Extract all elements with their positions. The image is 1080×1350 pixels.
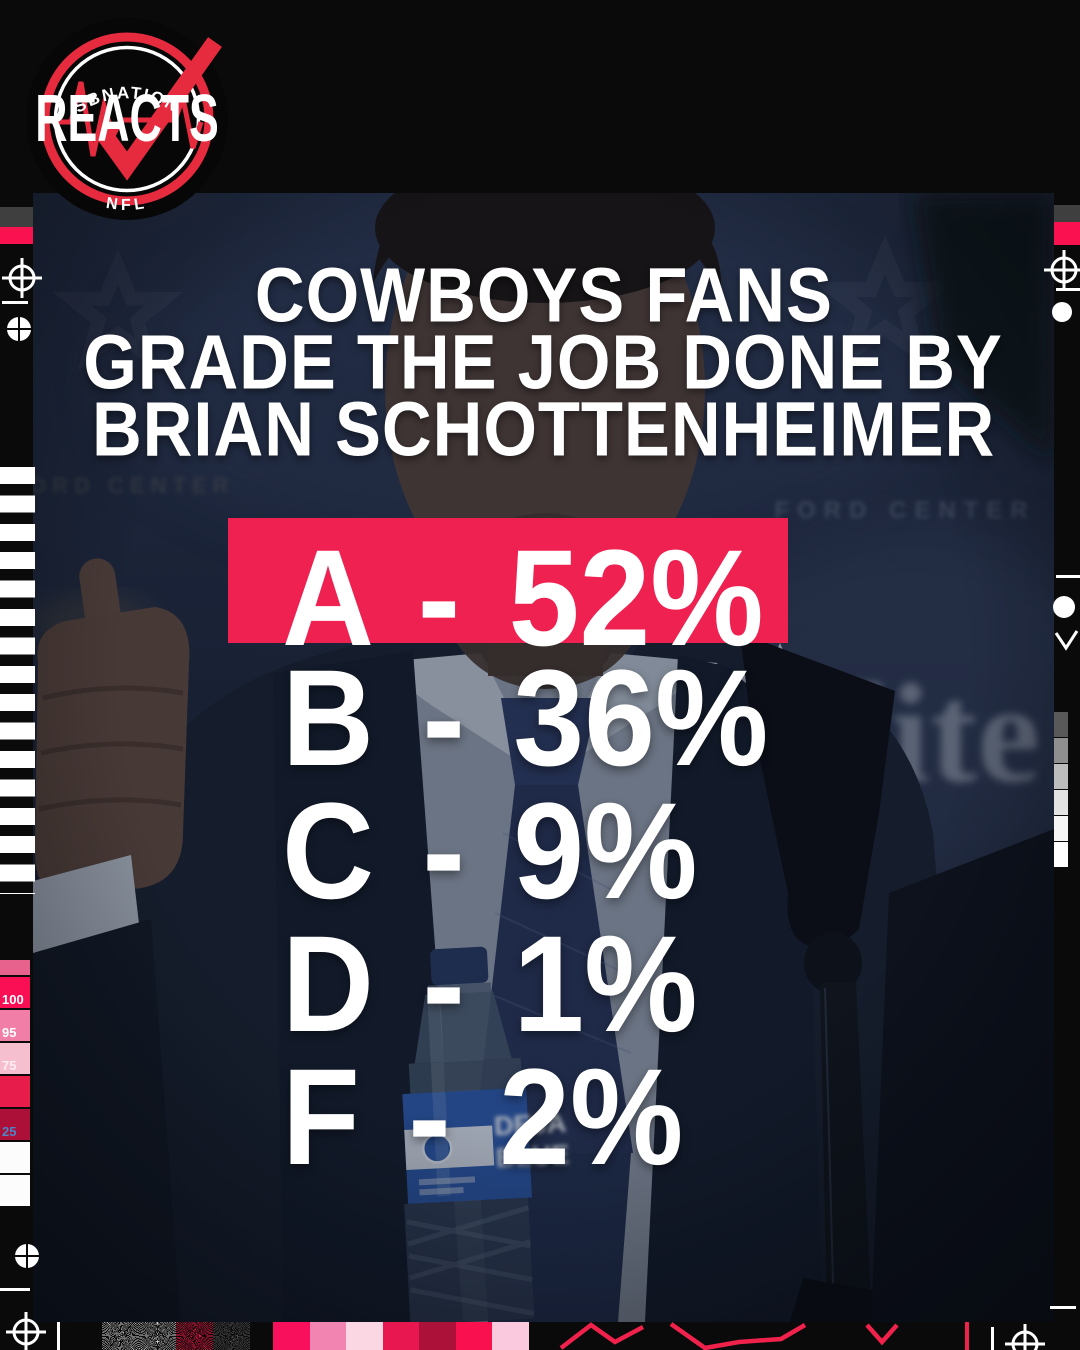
grade-letter: C (282, 775, 375, 928)
grade-row: A - 52% (282, 530, 800, 667)
registration-crosshair-icon (1044, 250, 1080, 290)
grade-value: 52% (508, 522, 764, 675)
headline-line-2: GRADE THE JOB DONE BY (83, 320, 1004, 406)
calibration-ladder (0, 467, 35, 894)
grayscale-swatch (1054, 816, 1068, 841)
calibration-bar-gray (1054, 205, 1080, 222)
registration-dot-icon (14, 1243, 40, 1269)
grade-row: B - 36% (282, 650, 805, 787)
tint-bar (0, 960, 30, 975)
registration-dot-icon (6, 316, 32, 342)
color-swatch: 95 (0, 1010, 30, 1041)
color-swatch (273, 1322, 310, 1350)
grade-dash: - (422, 908, 465, 1061)
color-swatch (0, 1175, 30, 1206)
grade-letter: D (282, 908, 375, 1061)
ink-density-swatches: 100 95 75 25 (0, 977, 30, 1206)
grade-row: F - 2% (282, 1049, 713, 1186)
grade-letter: A (282, 522, 370, 675)
swatch-label: 100 (2, 992, 24, 1007)
color-swatch (346, 1322, 383, 1350)
grade-value: 2% (499, 1041, 684, 1194)
registration-dot-icon (1053, 596, 1075, 618)
highlight-bar: A - 52% (228, 518, 788, 667)
grayscale-ramp (1054, 712, 1068, 867)
headline: COWBOYS FANS GRADE THE JOB DONE BY BRIAN… (33, 253, 1054, 469)
grade-dash: - (422, 642, 465, 795)
headline-line-3: BRIAN SCHOTTENHEIMER (91, 387, 996, 473)
grayscale-swatch (1054, 790, 1068, 815)
swatch-label: 95 (2, 1025, 17, 1040)
grayscale-swatch (1054, 712, 1068, 737)
grade-value: 9% (513, 775, 698, 928)
grayscale-swatch (1054, 738, 1068, 763)
logo-white-ring (53, 45, 201, 193)
starburst-icon (176, 1322, 213, 1350)
grade-dash: - (408, 1041, 451, 1194)
calibration-bar-gray (0, 207, 33, 227)
color-swatch (455, 1322, 492, 1350)
color-swatch: 100 (0, 977, 30, 1008)
signal-zigzag-icon (559, 1322, 899, 1350)
headline-line-1: COWBOYS FANS (254, 253, 833, 339)
swatch-label: 75 (2, 1058, 17, 1073)
trim-mark (965, 1322, 969, 1350)
starburst-icon (213, 1322, 250, 1350)
color-swatch (0, 1142, 30, 1173)
trim-mark (1056, 288, 1080, 291)
logo-red-ring (40, 32, 214, 206)
color-swatch-row (273, 1322, 529, 1350)
grayscale-swatch (1054, 842, 1068, 867)
registration-crosshair-icon (1005, 1324, 1045, 1350)
grade-row: C - 9% (282, 783, 729, 920)
starburst-test-patterns (102, 1322, 250, 1350)
svg-text:NFL: NFL (105, 195, 149, 214)
registration-crosshair-icon (2, 258, 42, 298)
grade-letter: B (282, 642, 375, 795)
registration-crosshair-icon (6, 1312, 46, 1350)
color-swatch (0, 1076, 30, 1107)
grade-value: 36% (513, 642, 769, 795)
color-swatch: 75 (0, 1043, 30, 1074)
trim-mark (57, 1322, 60, 1350)
trim-mark (1056, 575, 1080, 578)
logo-arc-bottom-text: NFL (105, 195, 145, 214)
registration-dot-icon (1052, 302, 1072, 322)
calibration-bar-red (1054, 222, 1080, 245)
color-swatch (382, 1322, 419, 1350)
logo-main-text: REACTS (35, 81, 218, 156)
grade-dash: - (417, 522, 461, 675)
trim-mark (991, 1327, 994, 1350)
swatch-label: 25 (2, 1124, 17, 1139)
grade-letter: F (282, 1041, 360, 1194)
sbnation-reacts-logo: REACTS SBNATION NFL (26, 18, 228, 220)
grade-dash: - (422, 775, 465, 928)
checkmark-icon (94, 37, 222, 181)
starburst-icon (139, 1322, 176, 1350)
trim-mark (0, 1288, 30, 1291)
color-swatch (309, 1322, 346, 1350)
color-swatch: 25 (0, 1109, 30, 1140)
check-mark-icon (1054, 630, 1079, 651)
trim-mark (2, 301, 28, 304)
color-swatch (492, 1322, 529, 1350)
grade-value: 1% (513, 908, 698, 1061)
calibration-bar-red (0, 227, 33, 244)
trim-mark (1050, 1306, 1076, 1309)
grayscale-swatch (1054, 764, 1068, 789)
grade-row: D - 1% (282, 916, 729, 1053)
starburst-icon (102, 1322, 139, 1350)
color-swatch (419, 1322, 456, 1350)
